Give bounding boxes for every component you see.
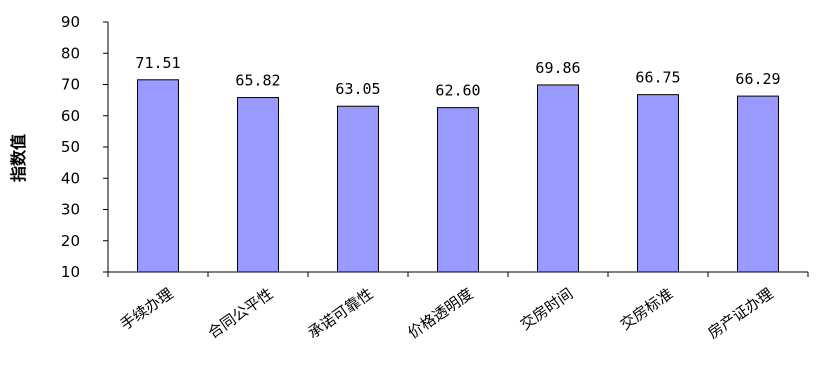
bar	[437, 107, 479, 273]
data-label: 63.05	[335, 80, 380, 98]
bar	[737, 95, 779, 273]
bar	[337, 105, 379, 273]
y-tick-label: 10	[61, 263, 80, 281]
data-label: 66.75	[635, 69, 680, 87]
y-tick-label: 90	[61, 13, 80, 31]
y-tick-label: 40	[61, 169, 80, 187]
category-label: 交房时间	[517, 285, 576, 334]
category-label: 房产证办理	[705, 285, 777, 343]
bar	[137, 79, 179, 273]
data-label: 66.29	[735, 70, 780, 88]
category-label: 交房标准	[617, 285, 676, 334]
bar	[237, 97, 279, 273]
y-tick-label: 60	[61, 107, 80, 125]
data-label: 71.51	[135, 54, 180, 72]
category-label: 合同公平性	[205, 285, 277, 343]
category-label: 手续办理	[117, 285, 176, 334]
data-label: 62.60	[435, 82, 480, 100]
data-label: 69.86	[535, 59, 580, 77]
y-tick-label: 80	[61, 44, 80, 62]
y-tick-label: 70	[61, 76, 80, 94]
y-tick-label: 30	[61, 201, 80, 219]
bar	[637, 94, 679, 273]
bar	[537, 84, 579, 273]
data-label: 65.82	[235, 72, 280, 90]
category-label: 价格透明度	[405, 285, 477, 343]
category-label: 承诺可靠性	[305, 285, 377, 343]
y-tick-label: 20	[61, 232, 80, 250]
y-axis-title: 指数值	[9, 134, 28, 182]
y-tick-label: 50	[61, 138, 80, 156]
